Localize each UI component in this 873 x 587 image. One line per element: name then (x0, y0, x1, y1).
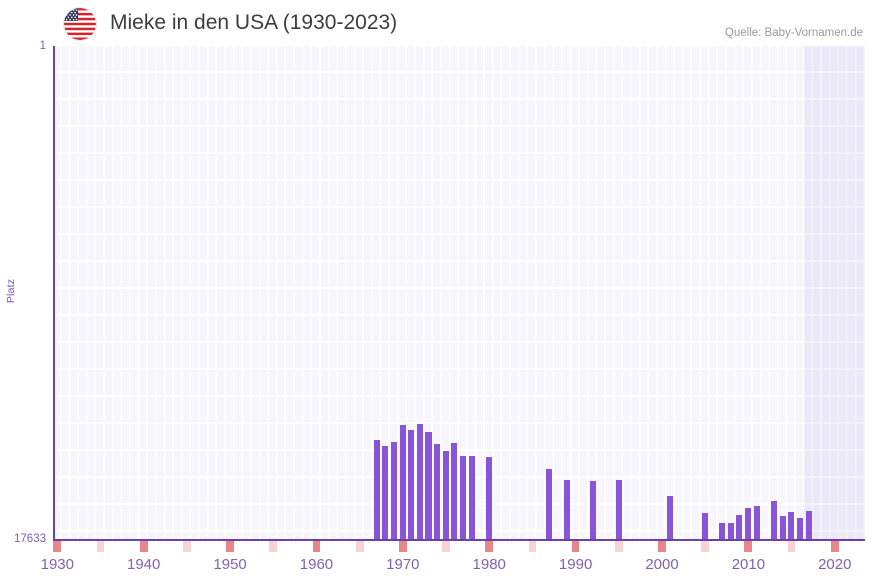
x-tick-minor (528, 541, 537, 552)
chart-header: Mieke in den USA (1930-2023) Quelle: Bab… (0, 0, 873, 46)
bar-series-mieke (53, 46, 865, 540)
y-axis-top-label: 1 (39, 40, 46, 52)
source-label: Quelle: Baby-Vornamen.de (724, 27, 863, 39)
bar (589, 481, 596, 540)
bar (468, 456, 475, 540)
x-tick-minor (183, 541, 191, 552)
grid-decades (53, 46, 865, 540)
x-axis-label: 1950 (213, 556, 247, 573)
x-tick-minor (355, 541, 364, 552)
y-axis-line (53, 46, 55, 540)
x-tick-minor (96, 541, 105, 552)
x-axis-label: 1990 (558, 556, 593, 573)
bar (399, 424, 406, 540)
y-axis-bottom-label: 17633 (14, 533, 46, 545)
bar (753, 506, 760, 540)
x-tick-minor (787, 541, 796, 552)
x-tick-major (53, 541, 62, 552)
x-tick-major (571, 541, 580, 552)
bar (779, 515, 786, 540)
x-axis-label: 2010 (731, 556, 766, 573)
shaded-recent-years (804, 46, 865, 540)
bar (736, 515, 743, 540)
bar (373, 440, 380, 540)
x-axis-label: 1980 (472, 556, 506, 573)
x-tick-major (485, 541, 494, 552)
x-axis-ticks (53, 541, 865, 552)
bar (460, 455, 467, 540)
x-axis-label: 2020 (818, 556, 852, 573)
x-axis-label: 2000 (645, 556, 679, 573)
bar (408, 429, 415, 540)
x-tick-major (312, 541, 321, 552)
plot-area (53, 46, 865, 540)
bar (667, 495, 674, 540)
x-tick-major (830, 541, 839, 552)
x-tick-major (744, 541, 753, 552)
x-tick-major (226, 541, 234, 552)
x-tick-major (139, 541, 148, 552)
x-tick-minor (442, 541, 450, 552)
x-axis-label: 1940 (127, 556, 161, 573)
us-flag-icon (64, 8, 96, 40)
bar (701, 513, 708, 540)
bar (563, 480, 570, 540)
x-axis-line (53, 539, 865, 541)
x-axis-label: 1970 (386, 556, 420, 573)
y-axis-title: Platz (5, 278, 17, 304)
bar (434, 444, 441, 540)
bar (727, 522, 734, 540)
x-axis-label: 1960 (299, 556, 334, 573)
x-tick-minor (269, 541, 278, 552)
bar (382, 446, 389, 540)
bar (416, 423, 423, 540)
x-axis-label: 1930 (40, 556, 74, 573)
page-title: Mieke in den USA (1930-2023) (110, 11, 398, 34)
bar (771, 500, 778, 540)
bar (390, 442, 397, 540)
x-tick-minor (701, 541, 710, 552)
bar (442, 450, 449, 540)
bar (425, 431, 432, 540)
bar (788, 511, 795, 540)
x-tick-major (658, 541, 666, 552)
bar (485, 456, 492, 540)
bar (615, 479, 622, 540)
x-axis-labels: 1930 1940 1950 1960 1970 1980 1990 2000 2010 2020 (0, 556, 873, 582)
x-tick-minor (614, 541, 623, 552)
bar (546, 468, 553, 540)
bar (719, 523, 726, 540)
bar (745, 508, 752, 540)
bar (796, 518, 803, 540)
x-tick-major (398, 541, 407, 552)
bar (805, 510, 812, 540)
bar (451, 442, 458, 540)
